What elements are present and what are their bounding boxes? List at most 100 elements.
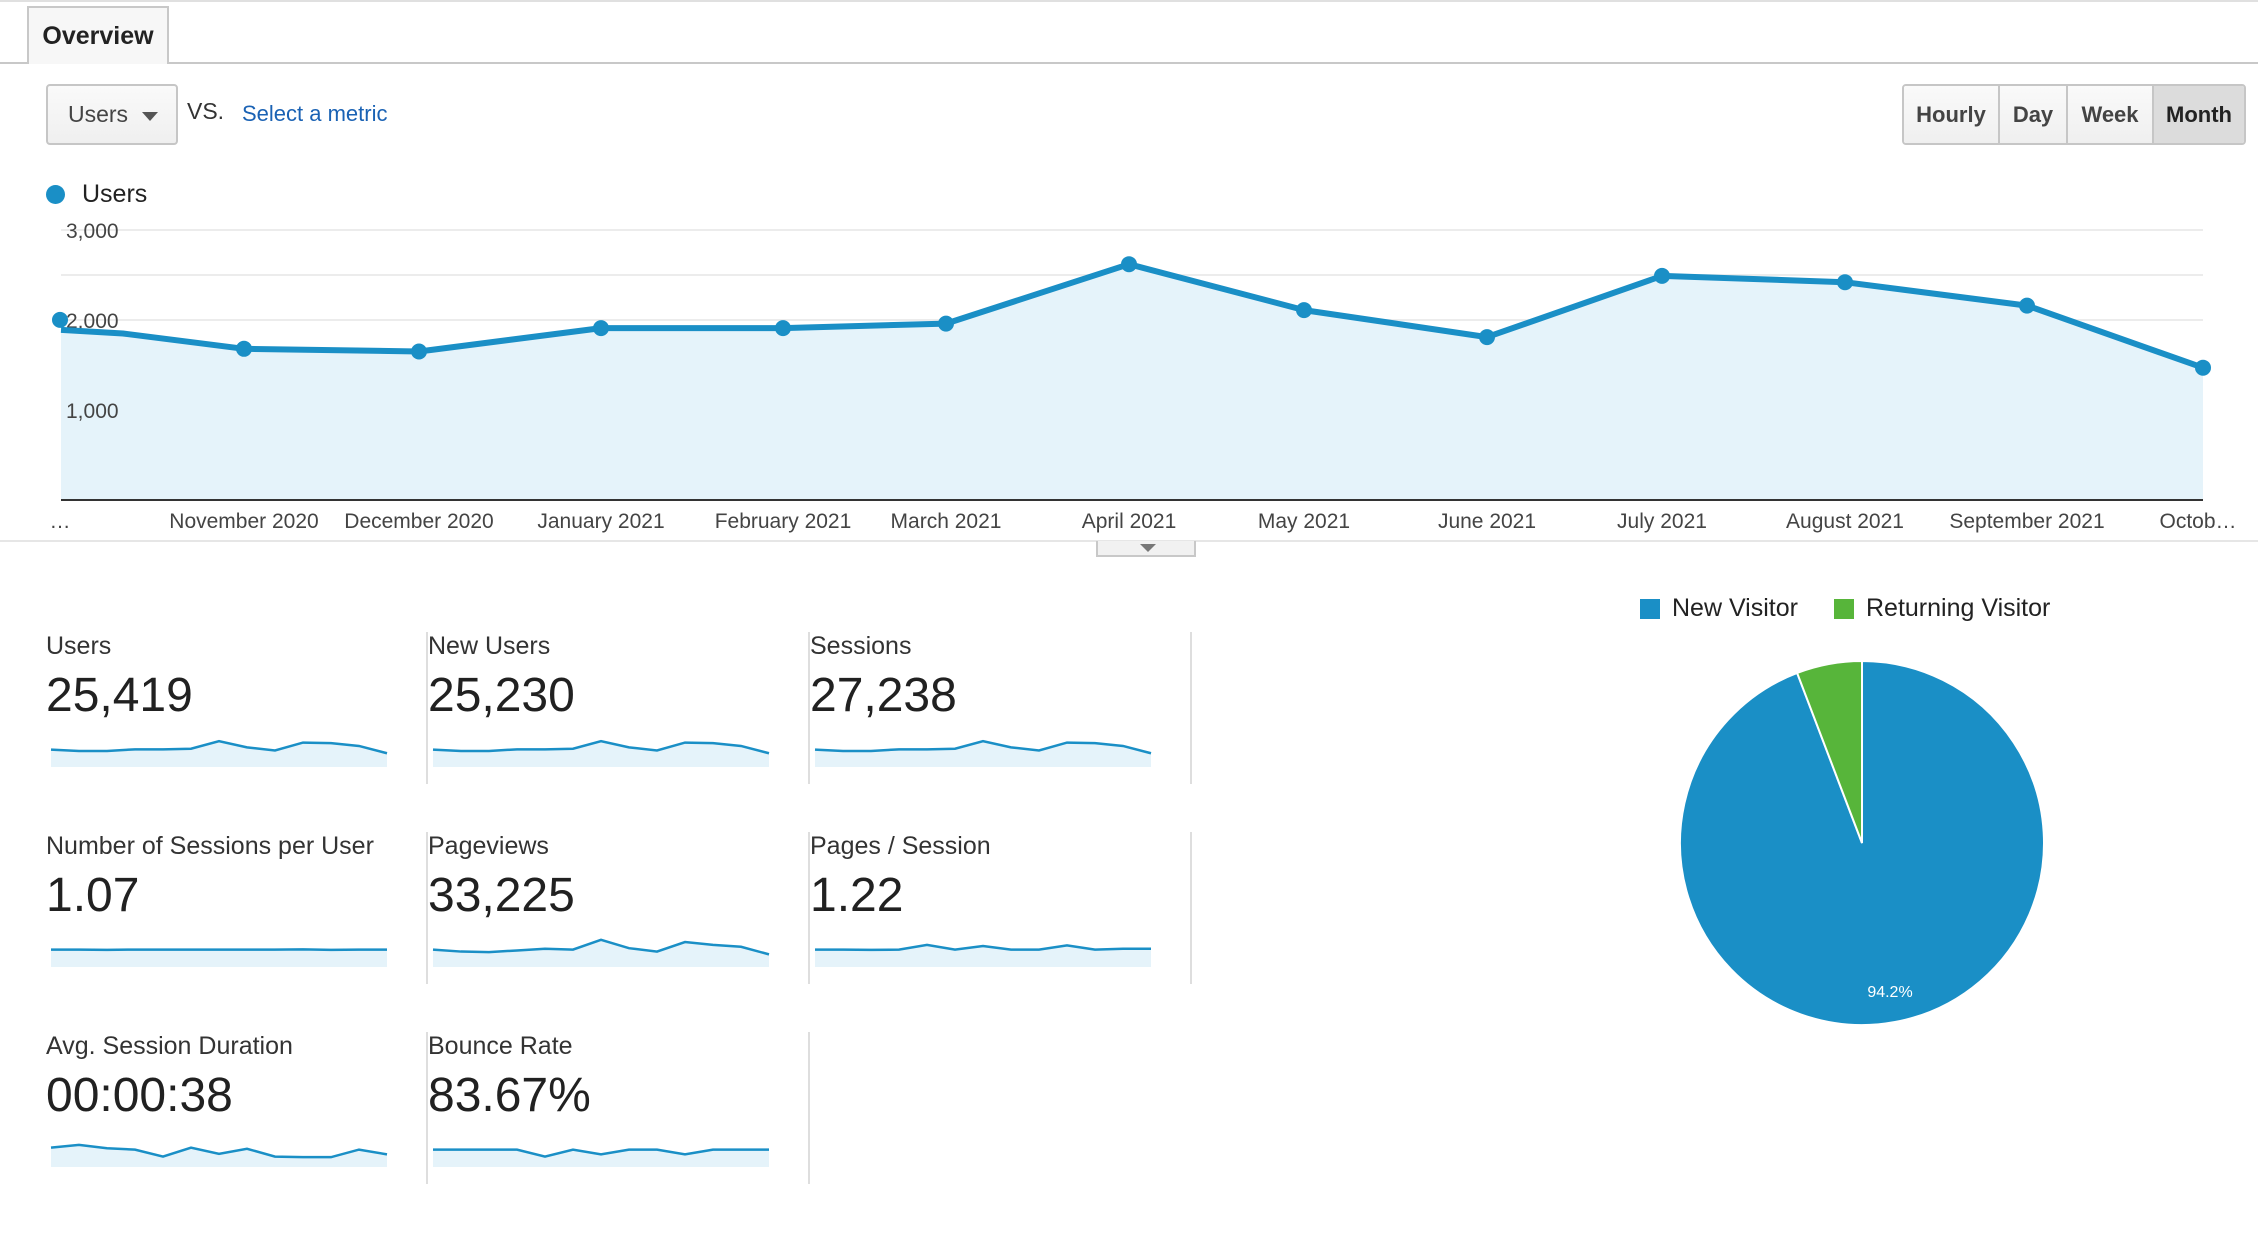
metric-value: 1.22 — [810, 869, 904, 922]
data-point[interactable] — [1296, 302, 1312, 319]
metric-sparkline — [432, 739, 770, 767]
hourly-button[interactable]: Hourly — [1904, 86, 2000, 143]
data-point[interactable] — [2195, 359, 2211, 376]
metric-tile[interactable]: Pageviews 33,225 — [428, 832, 810, 984]
metric-sparkline — [50, 739, 388, 767]
tile-divider — [808, 632, 810, 784]
metric-value: 27,238 — [810, 669, 957, 722]
tile-divider — [426, 1032, 428, 1184]
x-tick-label: February 2021 — [715, 510, 852, 533]
metric-label: Users — [46, 632, 112, 660]
data-point[interactable] — [2019, 297, 2035, 314]
tile-divider — [426, 632, 428, 784]
tile-divider — [1190, 632, 1192, 784]
pie-slice-returning-visitor[interactable] — [1795, 659, 1863, 844]
metric-dropdown-value: Users — [68, 101, 129, 127]
tile-divider — [1190, 832, 1192, 984]
sparkline-line — [432, 739, 770, 755]
data-point[interactable] — [593, 320, 609, 337]
metric-label: Number of Sessions per User — [46, 832, 374, 860]
metric-sparkline — [432, 938, 770, 967]
data-point[interactable] — [1121, 256, 1137, 273]
pie-legend-returning[interactable]: Returning Visitor — [1834, 594, 2050, 623]
metric-tile[interactable]: Bounce Rate 83.67% — [428, 1032, 810, 1184]
x-tick-label: April 2021 — [1082, 510, 1177, 533]
metric-label: New Users — [428, 632, 551, 660]
x-tick-label: July 2021 — [1617, 510, 1707, 533]
data-point[interactable] — [411, 343, 427, 360]
metric-value: 83.67% — [428, 1069, 591, 1122]
metric-sparkline — [50, 1143, 388, 1167]
x-tick-label: August 2021 — [1786, 510, 1904, 533]
x-tick-label: Octob… — [2159, 510, 2236, 533]
chart-legend-label[interactable]: Users — [82, 180, 148, 208]
users-area-fill — [61, 264, 2203, 500]
visitor-type-pie-chart: 94.2% — [1679, 659, 2045, 1026]
pie-legend-returning-label: Returning Visitor — [1866, 594, 2051, 622]
data-point[interactable] — [52, 311, 68, 328]
chart-collapse-handle[interactable] — [1096, 541, 1196, 557]
metric-label: Avg. Session Duration — [46, 1032, 293, 1060]
metric-dropdown[interactable]: Users — [46, 84, 178, 145]
granularity-toggle: Hourly Day Week Month — [1902, 84, 2246, 145]
metric-label: Pageviews — [428, 832, 549, 860]
sparkline-fill — [433, 939, 769, 967]
x-tick-label: December 2020 — [344, 510, 493, 533]
metric-tile[interactable]: Sessions 27,238 — [810, 632, 1192, 784]
sparkline-line — [432, 938, 770, 956]
sparkline-line — [51, 948, 387, 952]
metric-value: 1.07 — [46, 869, 140, 922]
users-series-line — [60, 261, 2204, 371]
sparkline-line — [814, 739, 1152, 755]
metric-tile[interactable]: Avg. Session Duration 00:00:38 — [46, 1032, 428, 1184]
month-button[interactable]: Month — [2154, 86, 2244, 143]
metric-sparkline — [815, 943, 1151, 967]
tile-divider — [426, 832, 428, 984]
x-tick-label: June 2021 — [1438, 510, 1536, 533]
metric-value: 25,230 — [428, 669, 575, 722]
metric-value: 33,225 — [428, 869, 575, 922]
metric-value: 25,419 — [46, 669, 193, 722]
metric-value: 00:00:38 — [46, 1069, 233, 1122]
metric-tile[interactable]: New Users 25,230 — [428, 632, 810, 784]
sparkline-line — [50, 739, 388, 755]
y-tick-label: 3,000 — [66, 220, 119, 243]
data-point[interactable] — [1479, 329, 1495, 346]
x-tick-label: January 2021 — [537, 510, 664, 533]
vs-label: VS. — [187, 98, 225, 124]
metric-label: Pages / Session — [810, 832, 991, 860]
metric-label: Sessions — [810, 632, 912, 660]
top-border — [0, 0, 2258, 2]
tab-overview[interactable]: Overview — [27, 6, 169, 64]
day-button[interactable]: Day — [2000, 86, 2068, 143]
x-tick-label: … — [50, 510, 71, 533]
chevron-down-icon — [142, 112, 158, 121]
data-point[interactable] — [236, 340, 252, 357]
data-point[interactable] — [775, 320, 791, 337]
sparkline-fill — [815, 944, 1151, 967]
sparkline-fill — [433, 741, 769, 767]
data-point[interactable] — [1654, 267, 1670, 284]
sparkline-line — [433, 1148, 769, 1158]
metric-sparkline — [433, 1148, 769, 1167]
users-legend-dot — [46, 185, 65, 204]
data-point[interactable] — [1837, 274, 1853, 291]
metric-sparkline — [51, 948, 387, 967]
new-visitor-swatch — [1640, 598, 1660, 619]
metric-tile[interactable]: Users 25,419 — [46, 632, 428, 784]
y-tick-label: 1,000 — [66, 400, 119, 423]
pie-legend-new-label: New Visitor — [1672, 594, 1798, 622]
week-button[interactable]: Week — [2068, 86, 2154, 143]
sparkline-line — [815, 943, 1151, 952]
metric-tile[interactable]: Number of Sessions per User 1.07 — [46, 832, 428, 984]
data-point[interactable] — [938, 315, 954, 332]
y-tick-label: 2,000 — [66, 310, 119, 333]
x-tick-label: March 2021 — [891, 510, 1002, 533]
select-metric-link[interactable]: Select a metric — [242, 101, 388, 126]
tab-bar-line — [0, 62, 2258, 64]
tile-divider — [808, 1032, 810, 1184]
sparkline-line — [50, 1143, 388, 1159]
pie-legend-new[interactable]: New Visitor — [1640, 594, 1798, 623]
sparkline-fill — [51, 741, 387, 767]
metric-tile[interactable]: Pages / Session 1.22 — [810, 832, 1192, 984]
